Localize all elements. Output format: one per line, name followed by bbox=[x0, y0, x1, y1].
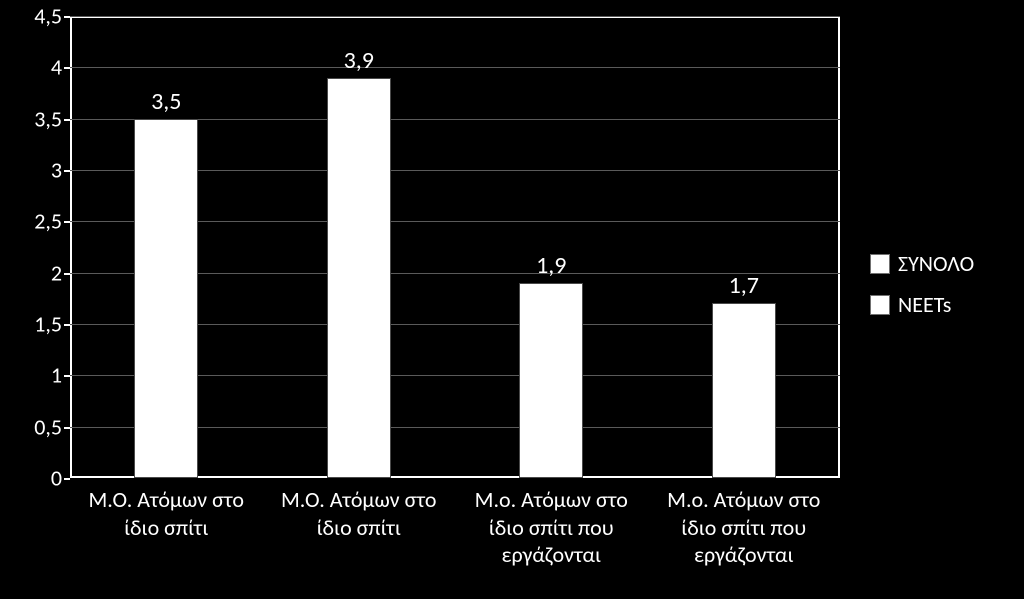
bar bbox=[712, 303, 776, 478]
y-tick-label: 3 bbox=[12, 157, 62, 184]
legend-item: NEETs bbox=[870, 291, 974, 318]
bar-chart: ΣΥΝΟΛΟ NEETs 0 0,5 1 1,5 2 2,5 3 3,5 4 4,5 3,5 Μ.Ο. … bbox=[0, 0, 1024, 599]
bar bbox=[327, 78, 391, 478]
y-tick-label: 1,5 bbox=[12, 311, 62, 338]
y-tick-label: 1 bbox=[12, 362, 62, 389]
y-tick-label: 4,5 bbox=[12, 3, 62, 30]
bar-value-label: 3,5 bbox=[151, 87, 181, 116]
y-tick-label: 0,5 bbox=[12, 413, 62, 440]
legend: ΣΥΝΟΛΟ NEETs bbox=[870, 250, 974, 332]
legend-swatch bbox=[870, 295, 890, 315]
y-tick-label: 2,5 bbox=[12, 208, 62, 235]
x-category-label: Μ.ο. Ατόμων στοίδιο σπίτι πουεργάζονται bbox=[450, 486, 652, 569]
x-category-label: Μ.ο. Ατόμων στοίδιο σπίτι πουεργάζονται bbox=[643, 486, 845, 569]
y-tick-label: 2 bbox=[12, 259, 62, 286]
y-tick-mark bbox=[64, 67, 70, 69]
plot-area bbox=[70, 16, 840, 478]
legend-label: ΣΥΝΟΛΟ bbox=[898, 250, 974, 277]
bar bbox=[134, 119, 198, 478]
y-tick-mark bbox=[64, 324, 70, 326]
bar-value-label: 1,7 bbox=[729, 271, 759, 300]
bar-value-label: 1,9 bbox=[536, 251, 566, 280]
bar bbox=[519, 283, 583, 478]
y-tick-mark bbox=[64, 375, 70, 377]
y-tick-mark bbox=[64, 170, 70, 172]
y-tick-mark bbox=[64, 221, 70, 223]
y-tick-mark bbox=[64, 273, 70, 275]
legend-swatch bbox=[870, 254, 890, 274]
bar-value-label: 3,9 bbox=[344, 46, 374, 75]
y-tick-mark bbox=[64, 427, 70, 429]
y-tick-mark bbox=[64, 119, 70, 121]
legend-label: NEETs bbox=[898, 291, 951, 318]
y-tick-label: 3,5 bbox=[12, 105, 62, 132]
y-tick-mark bbox=[64, 478, 70, 480]
y-tick-mark bbox=[64, 16, 70, 18]
legend-item: ΣΥΝΟΛΟ bbox=[870, 250, 974, 277]
x-category-label: Μ.Ο. Ατόμων στοίδιο σπίτι bbox=[258, 486, 460, 541]
x-category-label: Μ.Ο. Ατόμων στοίδιο σπίτι bbox=[65, 486, 267, 541]
y-tick-label: 0 bbox=[12, 465, 62, 492]
y-tick-label: 4 bbox=[12, 54, 62, 81]
grid-line bbox=[70, 67, 840, 68]
grid-line bbox=[70, 16, 840, 17]
